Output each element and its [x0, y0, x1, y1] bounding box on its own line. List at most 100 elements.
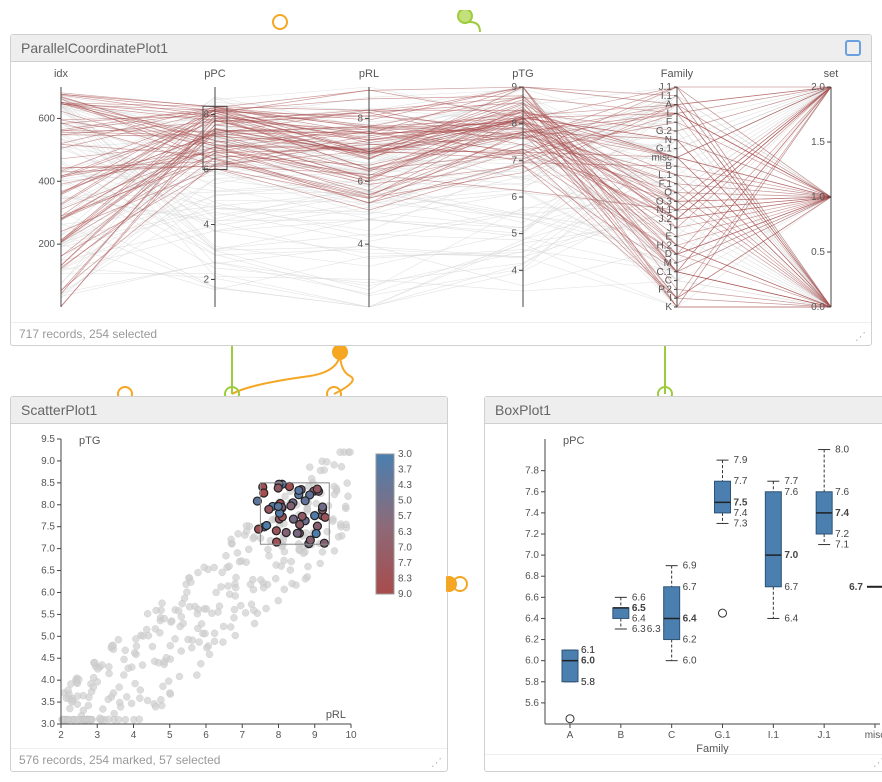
svg-text:7.7: 7.7	[398, 558, 412, 569]
svg-text:7.6: 7.6	[784, 487, 798, 498]
svg-text:4.0: 4.0	[41, 675, 55, 686]
svg-text:B: B	[617, 730, 624, 741]
svg-text:3.0: 3.0	[41, 719, 55, 730]
svg-text:2: 2	[58, 730, 64, 739]
svg-text:7.0: 7.0	[525, 550, 539, 561]
svg-text:8.5: 8.5	[41, 478, 55, 489]
svg-text:6.7: 6.7	[683, 582, 697, 593]
svg-text:pTG: pTG	[512, 68, 533, 80]
svg-text:6.0: 6.0	[581, 656, 595, 667]
boxplot-body[interactable]: 5.65.86.06.26.46.66.87.07.27.47.67.8pPCA…	[485, 424, 882, 754]
svg-text:4: 4	[131, 730, 137, 739]
svg-text:7.4: 7.4	[525, 508, 539, 519]
svg-text:7.5: 7.5	[41, 522, 55, 533]
svg-text:6.4: 6.4	[784, 613, 798, 624]
svg-text:9.5: 9.5	[41, 434, 55, 445]
svg-text:Family: Family	[696, 743, 729, 754]
svg-text:pRL: pRL	[326, 709, 346, 721]
svg-text:7.5: 7.5	[734, 497, 748, 508]
svg-text:6.1: 6.1	[581, 645, 595, 656]
svg-text:6.4: 6.4	[683, 613, 697, 624]
svg-text:5.7: 5.7	[398, 511, 412, 522]
resize-grip-icon[interactable]: ⋰	[855, 333, 863, 341]
svg-text:4: 4	[511, 265, 517, 276]
svg-text:7: 7	[239, 730, 245, 739]
svg-text:J.1: J.1	[817, 730, 831, 741]
svg-text:6.4: 6.4	[632, 613, 646, 624]
svg-text:8: 8	[276, 730, 282, 739]
svg-text:5.0: 5.0	[398, 496, 412, 507]
svg-text:600: 600	[38, 113, 55, 124]
svg-text:6: 6	[203, 730, 209, 739]
svg-text:6.0: 6.0	[525, 656, 539, 667]
svg-text:6.5: 6.5	[41, 566, 55, 577]
svg-text:400: 400	[38, 176, 55, 187]
svg-text:set: set	[824, 68, 839, 80]
svg-text:7.8: 7.8	[525, 466, 539, 477]
svg-text:6.4: 6.4	[525, 613, 539, 624]
svg-text:4: 4	[203, 220, 209, 231]
svg-text:6.3: 6.3	[632, 624, 646, 635]
svg-text:8: 8	[357, 113, 363, 124]
boxplot-panel: BoxPlot1 5.65.86.06.26.46.66.87.07.27.47…	[484, 396, 882, 772]
svg-text:7.6: 7.6	[835, 487, 849, 498]
svg-text:7.0: 7.0	[41, 544, 55, 555]
scatter-panel: ScatterPlot1 23456789103.03.54.04.55.05.…	[10, 396, 448, 772]
svg-text:7: 7	[511, 155, 517, 166]
parallel-title: ParallelCoordinatePlot1	[21, 40, 168, 56]
svg-text:6.0: 6.0	[683, 656, 697, 667]
svg-text:7.0: 7.0	[784, 550, 798, 561]
svg-text:idx: idx	[54, 68, 69, 80]
svg-text:6.5: 6.5	[632, 603, 646, 614]
svg-text:200: 200	[38, 239, 55, 250]
svg-text:8.3: 8.3	[398, 573, 412, 584]
svg-text:7.6: 7.6	[525, 487, 539, 498]
svg-text:pTG: pTG	[79, 435, 100, 447]
svg-text:K: K	[665, 302, 672, 313]
svg-text:6.6: 6.6	[632, 592, 646, 603]
resize-grip-icon[interactable]: ⋰	[431, 759, 439, 767]
parallel-body[interactable]: idx200400600pPC2468pRL468pTG456789Family…	[11, 62, 871, 322]
svg-text:0.0: 0.0	[811, 302, 825, 313]
svg-text:6.7: 6.7	[784, 582, 798, 593]
svg-text:3.5: 3.5	[41, 697, 55, 708]
svg-text:6.6: 6.6	[525, 592, 539, 603]
scatter-body[interactable]: 23456789103.03.54.04.55.05.56.06.57.07.5…	[11, 424, 447, 748]
svg-text:8.0: 8.0	[41, 500, 55, 511]
boxplot-header[interactable]: BoxPlot1	[485, 397, 882, 424]
svg-text:6: 6	[357, 176, 363, 187]
svg-text:5: 5	[511, 229, 517, 240]
svg-text:9.0: 9.0	[41, 456, 55, 467]
svg-text:9: 9	[511, 82, 517, 93]
svg-text:6.3: 6.3	[398, 527, 412, 538]
svg-text:6.7: 6.7	[849, 582, 863, 593]
scatter-title: ScatterPlot1	[21, 402, 97, 418]
scatter-header[interactable]: ScatterPlot1	[11, 397, 447, 424]
svg-text:5.6: 5.6	[525, 698, 539, 709]
svg-text:10: 10	[345, 730, 357, 739]
svg-text:1.0: 1.0	[811, 192, 825, 203]
svg-text:8: 8	[511, 119, 517, 130]
svg-text:Family: Family	[661, 68, 694, 80]
parallel-header[interactable]: ParallelCoordinatePlot1	[11, 35, 871, 62]
svg-text:6: 6	[511, 192, 517, 203]
svg-text:7.2: 7.2	[835, 529, 849, 540]
svg-text:C: C	[668, 730, 675, 741]
svg-text:5.8: 5.8	[581, 677, 595, 688]
svg-text:5.0: 5.0	[41, 631, 55, 642]
connectors-middle	[10, 346, 872, 396]
svg-text:2: 2	[203, 275, 209, 286]
svg-text:2.0: 2.0	[811, 82, 825, 93]
parallel-coordinate-panel: ParallelCoordinatePlot1 idx200400600pPC2…	[10, 34, 872, 346]
svg-text:6.2: 6.2	[683, 635, 697, 646]
resize-grip-icon[interactable]: ⋰	[873, 759, 881, 767]
svg-text:A: A	[567, 730, 574, 741]
svg-text:1.5: 1.5	[811, 137, 825, 148]
parallel-footer: 717 records, 254 selected	[19, 327, 157, 341]
svg-text:pRL: pRL	[359, 68, 379, 80]
svg-text:7.7: 7.7	[784, 476, 798, 487]
maximize-icon[interactable]	[845, 40, 861, 56]
svg-text:G.1: G.1	[714, 730, 731, 741]
svg-text:3.7: 3.7	[398, 465, 412, 476]
svg-text:7.4: 7.4	[835, 508, 849, 519]
